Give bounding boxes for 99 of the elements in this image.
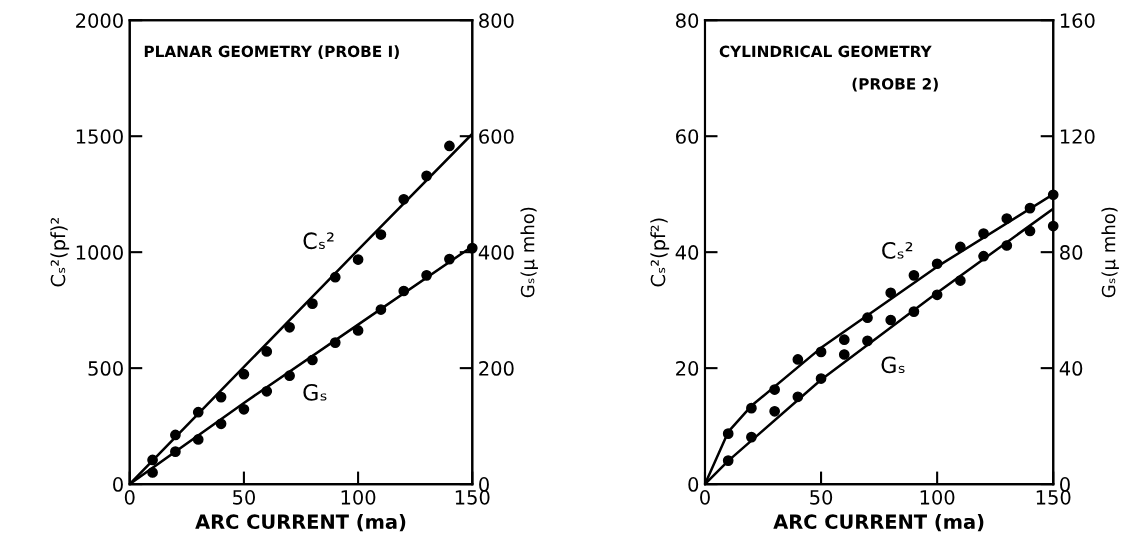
point (352, 325, 364, 336)
point (238, 368, 250, 380)
point (908, 306, 920, 317)
y2-tick-label: 40 (1059, 361, 1083, 376)
point (862, 312, 873, 324)
x-tick-label: 50 (810, 489, 833, 505)
y-tick-label: 40 (675, 245, 699, 260)
y-tick-label: 80 (676, 13, 699, 28)
y-tick-label: 1000 (76, 245, 123, 260)
y-tick-label: 1500 (76, 129, 123, 144)
point (398, 193, 410, 205)
point (170, 429, 181, 441)
point (1024, 202, 1036, 214)
point (955, 241, 966, 253)
y-tick-label: 60 (676, 129, 699, 144)
y-tick-label: 2000 (76, 13, 123, 28)
point (329, 271, 341, 283)
y2-tick-label: 160 (1060, 13, 1095, 28)
point (931, 289, 943, 301)
point (838, 334, 850, 346)
x-tick-label: 150 (455, 489, 490, 505)
x-tick-label: 0 (700, 489, 710, 505)
point (375, 304, 387, 315)
point (329, 337, 341, 348)
text: PLANAR GEOMETRY (PROBE I) (144, 45, 399, 59)
y2-tick-label: 120 (1060, 129, 1095, 144)
point (978, 250, 989, 262)
point (238, 403, 250, 415)
text: CYLINDRICAL GEOMETRY (719, 45, 932, 58)
point (307, 298, 318, 310)
point (444, 253, 455, 265)
series-label: Gₛ (303, 383, 327, 401)
point (284, 370, 295, 382)
point (284, 321, 295, 333)
point (147, 467, 158, 478)
point (466, 242, 478, 254)
point (170, 446, 181, 457)
y2-tick-label: 600 (479, 129, 514, 144)
point (746, 431, 757, 443)
point (955, 275, 966, 286)
y2-axis-title: Gₛ(μ mho) (520, 207, 538, 298)
point (215, 391, 227, 403)
point (444, 140, 455, 152)
x-tick-label: 50 (233, 489, 255, 505)
y2-tick-label: 200 (479, 361, 514, 376)
point (1001, 240, 1013, 251)
x-axis-title: ARC CURRENT (ma) (195, 514, 406, 532)
point (722, 455, 734, 466)
point (792, 354, 804, 365)
point (1024, 225, 1036, 237)
point (261, 346, 273, 357)
y-tick-label: 0 (113, 477, 123, 492)
point (375, 229, 387, 240)
y-axis-title: Cₛ²(pf²) (650, 218, 670, 287)
point (769, 384, 780, 395)
y-axis-title: Cₛ²(pf)² (50, 218, 70, 287)
point (398, 285, 410, 297)
y-tick-label: 0 (688, 477, 699, 492)
point (815, 373, 827, 384)
point (885, 287, 897, 299)
y2-axis-title: Gₛ(μ mho) (1101, 207, 1119, 298)
point (307, 354, 318, 366)
text: (PROBE 2) (852, 77, 938, 92)
point (908, 270, 920, 281)
point (769, 405, 780, 417)
y2-tick-label: 80 (1060, 245, 1083, 260)
point (931, 258, 943, 270)
x-tick-label: 100 (920, 489, 955, 505)
point (1001, 213, 1013, 224)
point (147, 454, 158, 466)
point (978, 228, 989, 239)
point (885, 314, 897, 326)
x-tick-label: 0 (124, 489, 135, 505)
point (192, 434, 204, 445)
y-tick-label: 500 (88, 361, 123, 376)
point (352, 254, 364, 265)
point (722, 428, 734, 440)
x-tick-label: 100 (341, 489, 376, 505)
y-tick-label: 20 (676, 361, 699, 376)
y2-tick-label: 0 (1060, 477, 1070, 492)
point (192, 406, 204, 418)
y2-tick-label: 800 (479, 13, 514, 28)
x-tick-label: 150 (1036, 489, 1071, 505)
series-label: Cₛ² (303, 232, 334, 250)
point (215, 418, 227, 430)
point (261, 385, 273, 397)
point (792, 391, 804, 403)
series-label: Cₛ² (882, 241, 913, 259)
point (815, 346, 827, 358)
point (421, 270, 432, 281)
x-axis-title: ARC CURRENT (ma) (773, 514, 984, 532)
y2-tick-label: 400 (478, 245, 514, 260)
point (1047, 220, 1059, 232)
series-label: Gₛ (881, 356, 905, 374)
point (838, 349, 850, 360)
y2-tick-label: 0 (479, 477, 489, 492)
point (421, 170, 432, 182)
point (746, 402, 757, 414)
point (862, 335, 873, 347)
